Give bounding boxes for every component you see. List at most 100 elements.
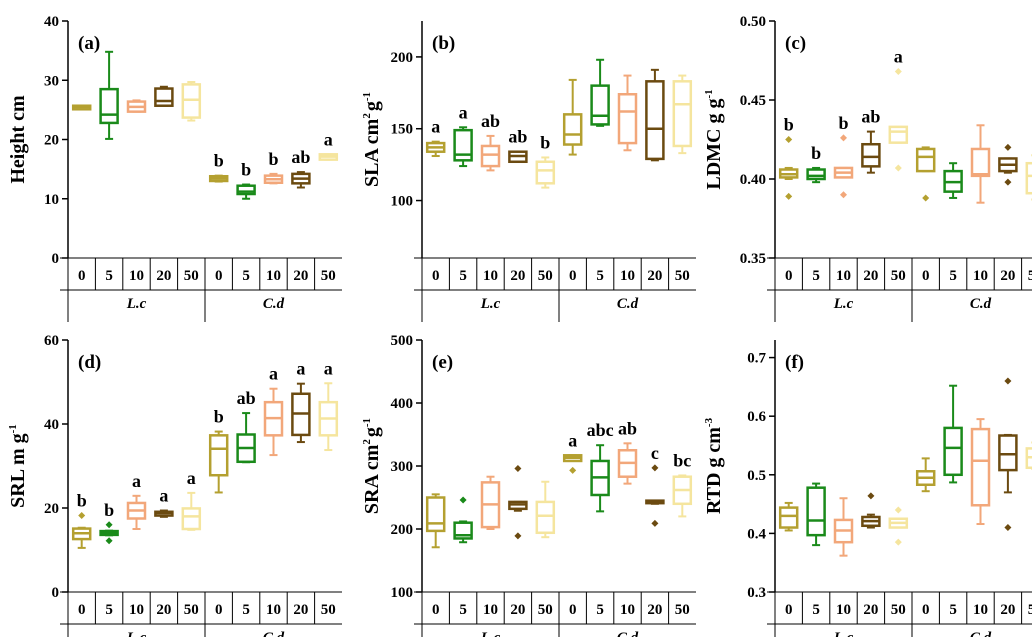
outlier-point [785, 192, 793, 200]
box-iqr [943, 426, 963, 477]
panel-f: 0.3 0.4 0.5 0.6 0.7 RTD g cm-3 (f) 0 5 10 20 50 L.c 0… [703, 340, 1032, 637]
outlier-point [1004, 524, 1012, 532]
box-iqr [915, 147, 936, 173]
significance-letter: b [77, 491, 87, 511]
x-tick-label: 20 [863, 602, 878, 618]
significance-letter: b [540, 132, 550, 152]
significance-letter: b [268, 149, 278, 169]
y-tick-label: 0.45 [740, 93, 766, 109]
y-tick-label: 0.5 [747, 468, 766, 484]
significance-letter: b [811, 143, 821, 163]
box-iqr [1025, 161, 1032, 195]
significance-letter: c [651, 443, 659, 463]
significance-letter: ab [481, 111, 500, 131]
y-axis-title-sup: -1 [361, 92, 373, 101]
x-tick-label: 20 [1000, 268, 1015, 284]
significance-letter: a [269, 364, 278, 384]
group-label: L.c [126, 630, 147, 637]
group-label: L.c [833, 630, 854, 637]
box-iqr [998, 434, 1018, 472]
significance-letter: a [431, 117, 440, 137]
y-axis-title: LDMC g g-1 [703, 89, 725, 189]
significance-letter: bc [673, 450, 691, 470]
x-tick-label: 50 [1028, 268, 1032, 284]
outlier-point [894, 538, 902, 546]
y-tick-label: 0.35 [740, 251, 766, 267]
x-tick-label: 10 [483, 268, 498, 284]
significance-letter: a [459, 102, 468, 122]
outlier-point [1004, 143, 1012, 151]
outlier-point [840, 191, 847, 199]
x-tick-label: 5 [596, 602, 604, 618]
y-tick-label: 0.50 [740, 14, 766, 30]
outlier-point [78, 512, 86, 520]
x-tick-label: 50 [675, 268, 690, 284]
significance-letter: b [838, 113, 848, 133]
significance-letter: ab [508, 127, 527, 147]
x-tick-label: 0 [785, 602, 793, 618]
x-tick-label: 0 [922, 268, 930, 284]
y-axis-title-sup: -3 [703, 417, 715, 427]
significance-letter: a [568, 430, 577, 450]
panel-label: (d) [78, 352, 101, 373]
y-axis-title-sup: -1 [703, 89, 715, 98]
significance-letter: b [104, 500, 114, 520]
significance-letter: b [214, 151, 224, 171]
group-label: L.c [480, 630, 501, 637]
outlier-point [514, 465, 522, 473]
y-axis-title: Height cm [7, 95, 29, 184]
group-label: L.c [833, 296, 854, 312]
x-tick-label: 50 [891, 268, 906, 284]
significance-letter: b [784, 115, 794, 135]
y-axis-title: SRL m g-1 [7, 424, 29, 508]
box-iqr [208, 434, 229, 477]
x-tick-label: 50 [321, 602, 336, 618]
x-tick-label: 50 [538, 268, 553, 284]
box-iqr [425, 496, 446, 533]
x-tick-label: 20 [156, 602, 171, 618]
y-axis-title-part: SLA cm [361, 118, 383, 187]
x-tick-label: 50 [538, 602, 553, 618]
x-tick-label: 20 [293, 268, 308, 284]
group-label: C.d [617, 630, 639, 637]
x-tick-label: 5 [242, 602, 250, 618]
box-iqr [645, 80, 665, 161]
box-iqr [181, 507, 202, 531]
panel-c: 0.35 0.40 0.45 0.50 LDMC g g-1 (c) b 0 b 5 b 10 ab 20… [703, 14, 1032, 322]
x-tick-label: 20 [293, 602, 308, 618]
box-iqr [562, 113, 583, 146]
y-axis-title-sup: 2 [361, 439, 373, 445]
y-tick-label: 0.7 [747, 351, 766, 367]
box-iqr [535, 500, 556, 535]
panel-a: 0 10 20 30 40 Height cm (a) 0 5 10 20 50 L.c b 0 b 5 b 10 a… [7, 14, 342, 322]
panel-label: (b) [432, 33, 455, 54]
group-label: L.c [126, 296, 147, 312]
significance-letter: a [324, 358, 333, 378]
x-tick-label: 10 [620, 602, 635, 618]
box-iqr [617, 93, 638, 145]
significance-letter: ab [291, 147, 310, 167]
y-axis-title-part: SRL m g [7, 433, 29, 507]
box-iqr [480, 144, 501, 168]
box-iqr [672, 80, 693, 148]
outlier-point [894, 506, 902, 514]
x-tick-label: 50 [321, 268, 336, 284]
box-iqr [806, 168, 826, 181]
x-tick-label: 0 [922, 602, 930, 618]
significance-letter: ab [237, 388, 256, 408]
outlier-point [105, 537, 113, 545]
box-iqr [590, 84, 610, 126]
y-tick-label: 40 [44, 14, 59, 30]
x-tick-label: 5 [949, 268, 957, 284]
y-axis-title: RTD g cm-3 [703, 417, 725, 514]
panel-label: (e) [432, 352, 453, 373]
y-tick-label: 0.6 [747, 409, 766, 425]
x-tick-label: 10 [973, 268, 988, 284]
y-tick-label: 20 [44, 133, 59, 149]
x-tick-label: 5 [812, 602, 820, 618]
y-tick-label: 10 [44, 192, 59, 208]
outlier-point [867, 492, 875, 500]
y-tick-label: 300 [391, 459, 414, 475]
